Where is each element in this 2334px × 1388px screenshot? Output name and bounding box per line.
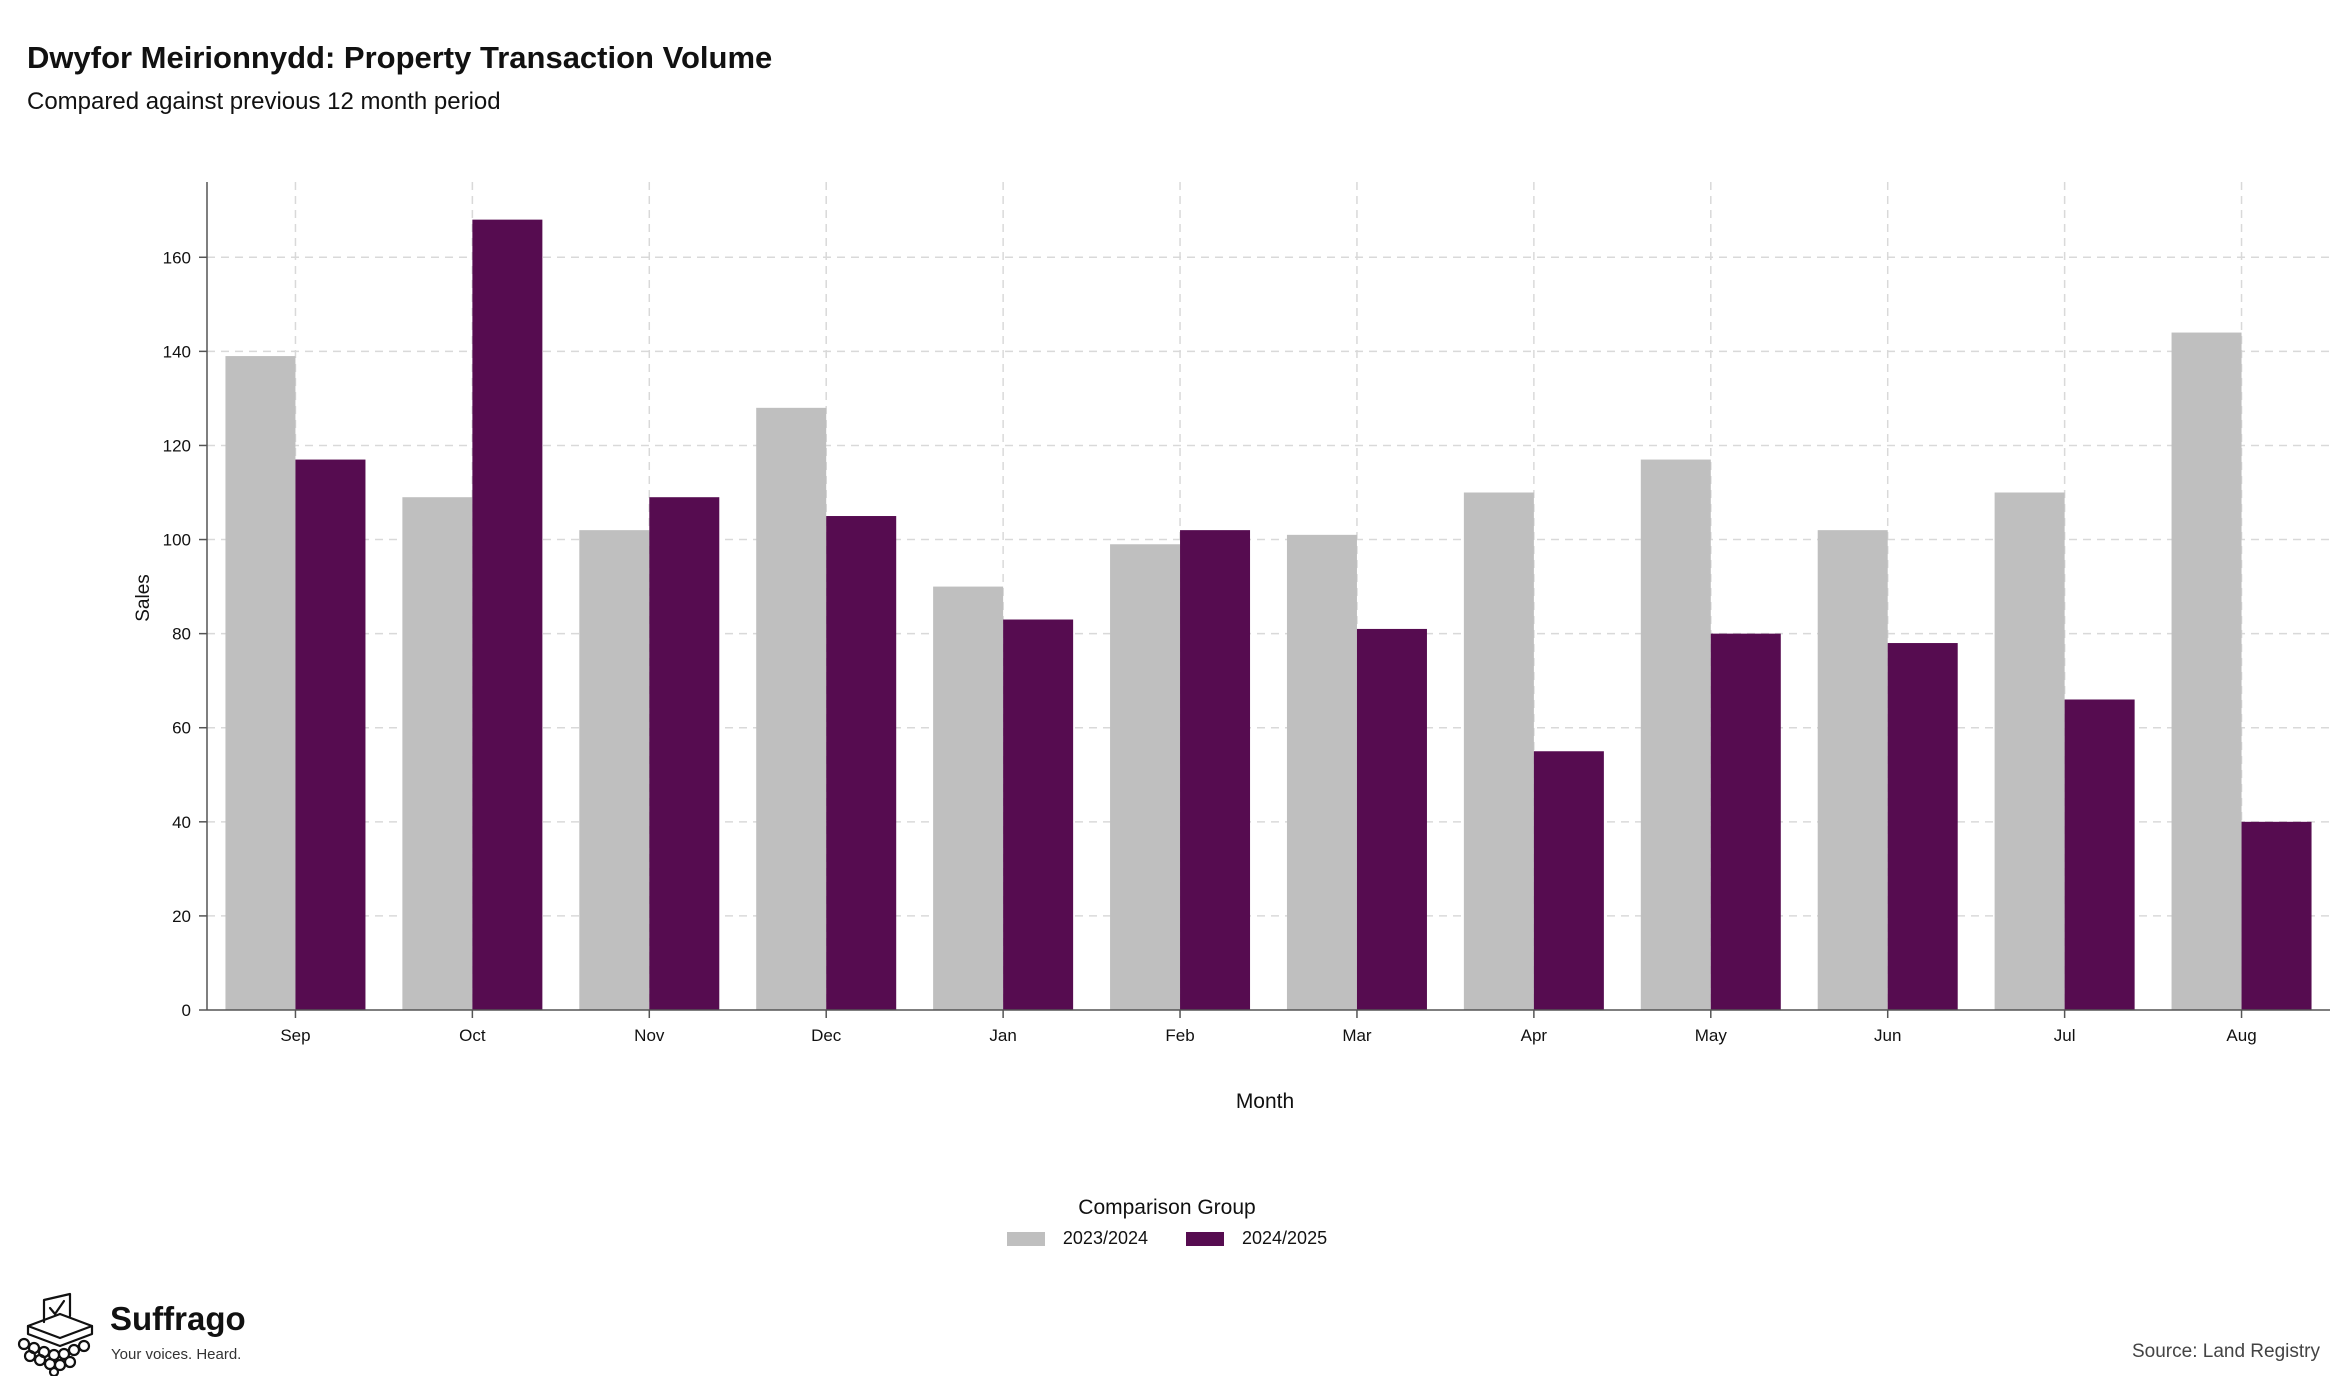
y-tick-label: 20: [172, 907, 191, 926]
y-tick-label: 100: [163, 531, 191, 550]
bar-feb-2023-2024: [1110, 544, 1181, 1010]
bar-nov-2023-2024: [579, 530, 650, 1010]
y-tick-label: 140: [163, 342, 191, 361]
bar-jan-2023-2024: [933, 586, 1004, 1010]
y-tick-label: 0: [182, 1001, 191, 1020]
bar-dec-2024-2025: [826, 516, 897, 1010]
legend-title: Comparison Group: [1078, 1196, 1256, 1219]
bar-feb-2024-2025: [1180, 530, 1251, 1010]
legend-item-2024-2025: 2024/2025: [1186, 1228, 1327, 1249]
y-tick-label: 120: [163, 436, 191, 455]
chart-subtitle: Compared against previous 12 month perio…: [27, 88, 501, 115]
x-tick-label: Nov: [634, 1026, 665, 1045]
tick-labels: 0 20 40 60 80 100 120 140 160 Sep Oct Nov Dec Jan Feb M…: [163, 248, 2257, 1045]
bar-mar-2023-2024: [1286, 534, 1357, 1010]
bar-nov-2024-2025: [649, 497, 720, 1010]
bar-oct-2024-2025: [472, 219, 543, 1011]
bar-sep-2024-2025: [295, 459, 366, 1010]
bar-apr-2023-2024: [1463, 492, 1534, 1010]
legend: Comparison Group 2023/2024 2024/2025: [0, 1196, 2334, 1249]
bar-apr-2024-2025: [1533, 751, 1604, 1010]
legend-item-2023-2024: 2023/2024: [1006, 1228, 1148, 1249]
bar-oct-2023-2024: [402, 497, 473, 1010]
ballot-box-icon: [17, 1292, 94, 1376]
x-axis-title: Month: [1236, 1090, 1294, 1113]
legend-items: 2023/2024 2024/2025: [0, 1228, 2334, 1249]
bar-jul-2024-2025: [2064, 699, 2135, 1010]
legend-swatch-2023-2024: [1006, 1231, 1045, 1246]
chart-title: Dwyfor Meirionnydd: Property Transaction…: [27, 40, 773, 75]
y-tick-label: 160: [163, 248, 191, 267]
bar-jul-2023-2024: [1994, 492, 2065, 1010]
logo-tagline: Your voices. Heard.: [111, 1346, 242, 1363]
bar-jun-2023-2024: [1817, 530, 1888, 1010]
x-tick-label: Dec: [811, 1026, 842, 1045]
x-tick-label: Sep: [280, 1026, 310, 1045]
legend-swatch-2024-2025: [1186, 1231, 1224, 1246]
x-tick-label: Mar: [1342, 1026, 1372, 1045]
legend-label-2023-2024: 2023/2024: [1062, 1228, 1148, 1248]
bar-mar-2024-2025: [1356, 628, 1427, 1010]
x-tick-label: May: [1695, 1026, 1728, 1045]
x-tick-label: Jun: [1874, 1026, 1901, 1045]
x-tick-label: Oct: [459, 1026, 486, 1045]
y-tick-label: 40: [172, 813, 191, 832]
bar-aug-2024-2025: [2241, 821, 2312, 1010]
logo-name: Suffrago: [110, 1300, 246, 1337]
legend-label-2024-2025: 2024/2025: [1242, 1228, 1328, 1248]
bar-chart: 0 20 40 60 80 100 120 140 160 Sep Oct Nov Dec Jan Feb M…: [133, 182, 2330, 1113]
y-tick-label: 60: [172, 719, 191, 738]
suffrago-logo: Suffrago Your voices. Heard.: [14, 1292, 254, 1376]
x-tick-label: Jan: [989, 1026, 1016, 1045]
x-tick-label: Apr: [1521, 1026, 1548, 1045]
bar-dec-2023-2024: [756, 407, 827, 1010]
source-note: Source: Land Registry: [2132, 1341, 2320, 1362]
x-tick-label: Feb: [1165, 1026, 1194, 1045]
bar-may-2023-2024: [1640, 459, 1711, 1010]
axes: [199, 182, 2330, 1018]
bar-aug-2023-2024: [2171, 332, 2242, 1011]
bar-sep-2023-2024: [225, 356, 296, 1010]
y-tick-label: 80: [172, 625, 191, 644]
x-tick-label: Jul: [2054, 1026, 2076, 1045]
bar-jan-2024-2025: [1003, 619, 1074, 1010]
bar-may-2024-2025: [1710, 633, 1781, 1010]
x-tick-label: Aug: [2226, 1026, 2256, 1045]
bar-jun-2024-2025: [1887, 643, 1958, 1010]
y-axis-title: Sales: [133, 574, 154, 622]
bars: [225, 219, 2312, 1011]
